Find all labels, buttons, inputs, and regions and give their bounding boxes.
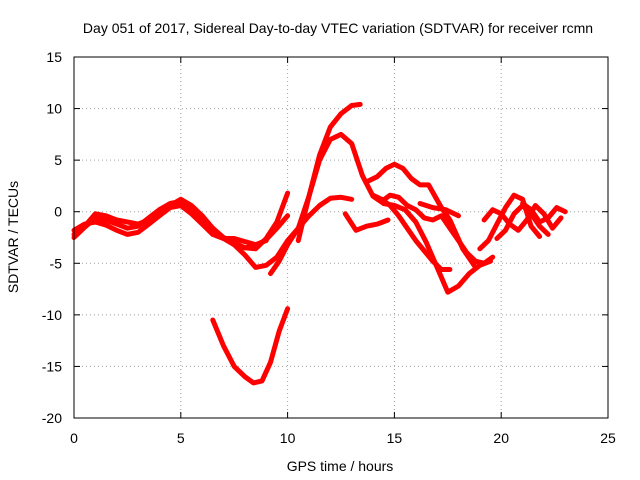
series-trace-11	[370, 192, 453, 272]
x-tick-label: 15	[387, 430, 403, 446]
ticks: 0 5 10 15 20 25 -20 -15 -10 -5 0 5 10 15	[42, 49, 616, 446]
series-trace-13	[477, 192, 543, 252]
y-tick-label: -5	[50, 255, 63, 271]
y-axis-label: SDTVAR / TECUs	[5, 181, 21, 293]
series-trace-16	[520, 201, 568, 225]
y-tick-label: -20	[42, 410, 62, 426]
y-tick-label: 5	[54, 152, 62, 168]
chart-title: Day 051 of 2017, Sidereal Day-to-day VTE…	[83, 20, 593, 36]
x-tick-label: 10	[280, 430, 296, 446]
y-tick-label: 10	[46, 101, 62, 117]
x-tick-label: 20	[493, 430, 509, 446]
x-tick-label: 25	[600, 430, 616, 446]
plot-frame	[73, 56, 609, 419]
series-trace-8	[342, 211, 391, 233]
x-tick-label: 5	[177, 430, 185, 446]
series-trace-6	[295, 101, 363, 244]
y-tick-label: -10	[42, 307, 62, 323]
series-trace-9	[366, 161, 479, 270]
series-trace-12	[417, 201, 461, 219]
series-trace-3	[71, 196, 291, 251]
series-trace-7	[210, 306, 291, 386]
series-trace-14	[481, 203, 564, 233]
x-axis-label: GPS time / hours	[287, 458, 394, 474]
y-tick-label: 15	[46, 49, 62, 65]
plot-border	[73, 56, 609, 419]
x-tick-label: 0	[70, 430, 78, 446]
y-tick-label: -15	[42, 358, 62, 374]
series-trace-10	[379, 192, 496, 266]
series-layer	[71, 101, 568, 386]
y-tick-label: 0	[54, 204, 62, 220]
